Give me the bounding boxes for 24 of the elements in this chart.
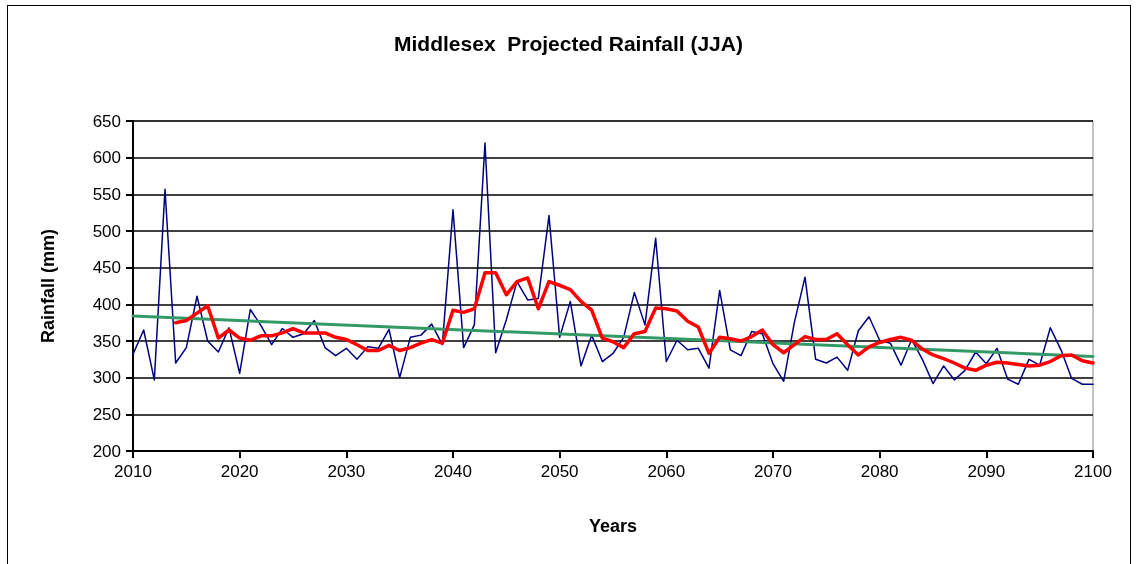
y-tick-label: 250 (92, 404, 121, 424)
y-tick-label: 600 (92, 148, 121, 168)
line-series (173, 271, 1095, 373)
y-tick-label: 200 (92, 441, 121, 461)
y-axis-title: Rainfall (mm) (38, 228, 58, 344)
y-tick-label: 550 (92, 184, 121, 204)
y-tick-label: 400 (92, 294, 121, 314)
x-tick-label: 2040 (434, 462, 472, 481)
x-tick-label: 2080 (860, 462, 899, 481)
x-tick-label: 2070 (754, 462, 792, 481)
x-tick-label: 2050 (540, 462, 579, 481)
x-tick-label: 2010 (114, 462, 152, 481)
x-tick-label: 2060 (647, 462, 686, 481)
y-tick-label: 350 (92, 331, 121, 351)
y-tick-label: 300 (92, 368, 121, 388)
x-tick-label: 2100 (1074, 462, 1112, 481)
y-tick-label: 500 (92, 221, 121, 241)
chart-title: Middlesex Projected Rainfall (JJA) (394, 32, 743, 55)
y-tick-label: 650 (92, 111, 121, 131)
y-tick-label: 450 (92, 258, 121, 278)
x-tick-label: 2090 (967, 462, 1006, 481)
x-tick-label: 2020 (220, 462, 259, 481)
x-axis-title: Years (588, 516, 638, 536)
x-tick-label: 2030 (327, 462, 366, 481)
